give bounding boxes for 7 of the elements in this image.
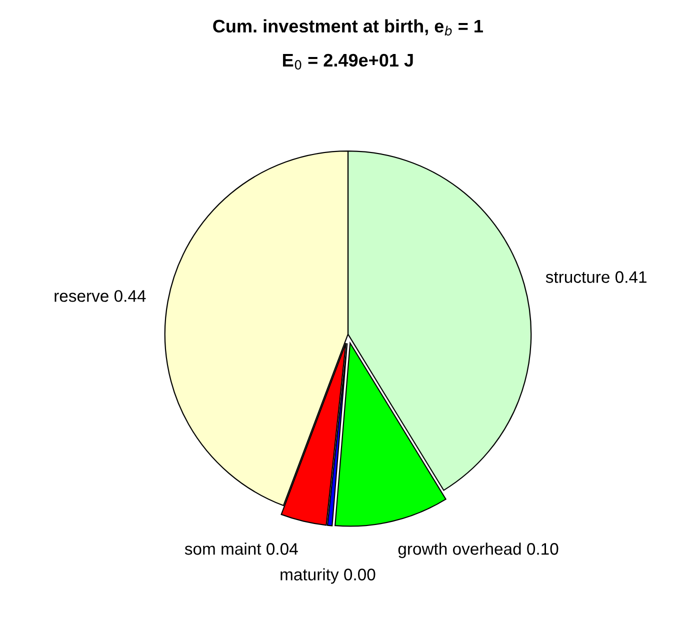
- slice-label: reserve 0.44: [54, 290, 146, 302]
- chart-subtitle: E$_{0}$ = 2.49e+01 J: [283, 54, 413, 70]
- slice-label: maturity 0.00: [280, 568, 376, 584]
- slice-label: som maint 0.04: [184, 542, 298, 555]
- chart-title: Cum. investment at birth, e$_{b}$ = 1: [213, 19, 483, 36]
- slice-label: structure 0.41: [546, 271, 646, 283]
- slice-label: growth overhead 0.10: [398, 542, 558, 558]
